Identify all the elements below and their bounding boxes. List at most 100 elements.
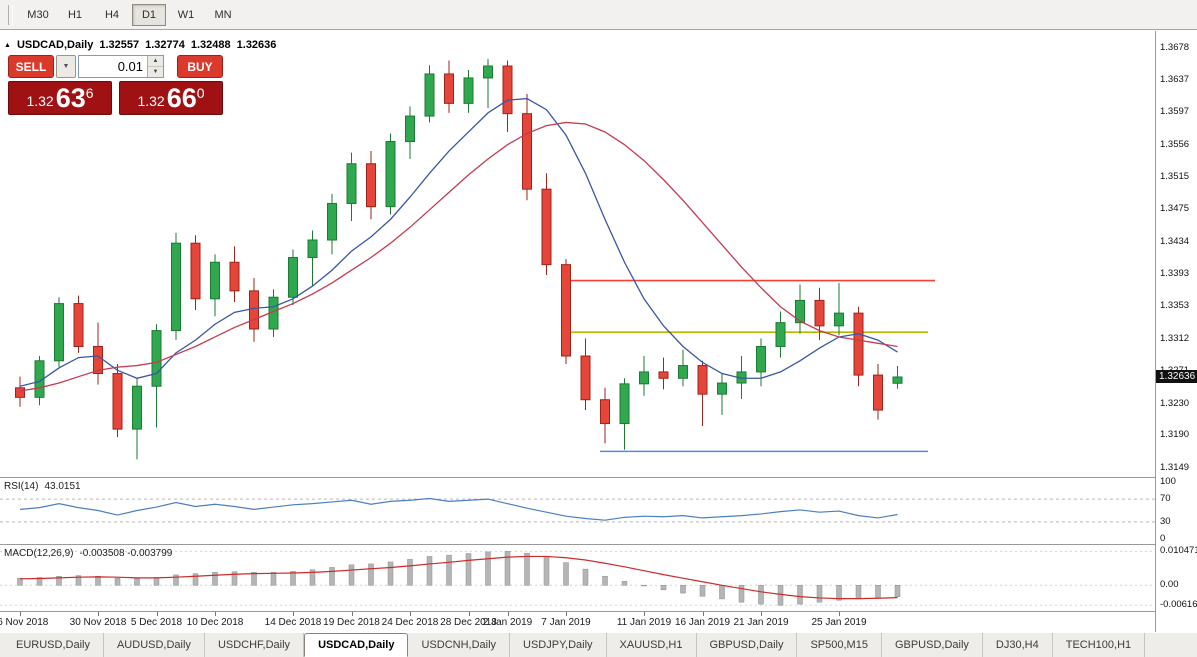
timeframe-button-h4[interactable]: H4 (104, 8, 120, 21)
chart-tab-xauusd-h1[interactable]: XAUUSD,H1 (607, 633, 697, 657)
date-axis-label: 5 Dec 2018 (130, 617, 183, 628)
price-axis-label: 1.3149 (1160, 462, 1190, 474)
price-axis-label: 1.3353 (1160, 299, 1190, 311)
date-axis-label: 28 Dec 2018 (440, 617, 497, 628)
date-tick (156, 612, 158, 616)
price-axis-label: 1.3556 (1160, 138, 1190, 150)
timeframe-button-h1[interactable]: H1 (67, 8, 83, 21)
price-axis-label: 1.3678 (1160, 41, 1190, 53)
toolbar-grip[interactable] (8, 4, 13, 25)
date-axis-label: 24 Dec 2018 (381, 617, 439, 628)
chart-tab-usdcad-daily[interactable]: USDCAD,Daily (304, 633, 409, 657)
date-axis-label: 7 Jan 2019 (541, 617, 591, 628)
date-tick (98, 612, 99, 616)
price-axis-label: 1.3312 (1160, 332, 1190, 344)
date-axis-label: 14 Dec 2018 (264, 617, 322, 628)
lot-increase-button[interactable]: ▲ (148, 56, 163, 67)
price-axis-label: 1.3637 (1160, 74, 1190, 86)
macd-panel-label: MACD(12,26,9) -0.003508 -0.003799 (4, 548, 172, 559)
chart-tab-dj30-h4[interactable]: DJ30,H4 (983, 633, 1053, 657)
lot-size-field[interactable]: 0.01 ▲ ▼ (78, 55, 164, 78)
macd-indicator-canvas[interactable] (0, 546, 1155, 611)
price-axis-label: 1.3434 (1160, 235, 1190, 247)
panel-splitter[interactable] (0, 544, 1197, 545)
current-price-badge: 1.32636 (1156, 369, 1197, 383)
price-axis[interactable]: 1.3678 1.3637 1.3597 1.3556 1.3515 1.3475 1.34… (1156, 31, 1197, 632)
chevron-down-icon: ▼ (62, 63, 70, 70)
chart-tab-gbpusd-daily[interactable]: GBPUSD,Daily (882, 633, 983, 657)
sell-price-display[interactable]: 1.32 63 6 (8, 81, 112, 115)
symbol-name: USDCAD,Daily (16, 39, 94, 51)
collapse-indicator-icon[interactable]: ▲ (4, 41, 11, 49)
buy-price-point: 0 (196, 85, 205, 101)
date-tick (468, 612, 470, 616)
bar-low-value: 1.32488 (190, 39, 231, 51)
lot-dropdown-button[interactable]: ▼ (56, 55, 76, 78)
date-tick (761, 612, 762, 616)
buy-price-pips: 66 (166, 83, 197, 113)
date-tick (20, 612, 21, 616)
rsi-indicator-canvas[interactable] (0, 479, 1155, 544)
panel-splitter[interactable] (0, 611, 1197, 612)
one-click-trading-panel: SELL ▼ 0.01 ▲ ▼ BUY 1.32 63 6 1.32 66 0 (8, 55, 223, 115)
price-chart-canvas[interactable] (0, 38, 1155, 477)
timeframe-button-m30[interactable]: M30 (27, 8, 49, 21)
buy-price-display[interactable]: 1.32 66 0 (119, 81, 223, 115)
rsi-value: 43.0151 (44, 481, 81, 492)
date-tick (215, 612, 216, 616)
price-axis-label: 1.3475 (1160, 203, 1190, 215)
date-tick (410, 612, 411, 616)
chart-tab-gbpusd-daily[interactable]: GBPUSD,Daily (697, 633, 798, 657)
lot-size-value: 0.01 (117, 59, 143, 74)
price-axis-label: 1.3515 (1160, 171, 1190, 183)
date-tick (507, 612, 509, 616)
chart-tab-bar: EURUSD,Daily AUDUSD,Daily USDCHF,Daily USDC… (0, 633, 1197, 657)
lot-decrease-button[interactable]: ▼ (148, 67, 163, 77)
chart-tab-tech100-h1[interactable]: TECH100,H1 (1053, 633, 1146, 657)
date-axis-label: 26 Nov 2018 (0, 617, 49, 628)
timeframe-buttons: M30 H1 H4 D1 W1 MN (21, 3, 240, 26)
bar-high-value: 1.32774 (145, 39, 185, 51)
sell-button[interactable]: SELL (8, 55, 54, 78)
timeframe-button-mn[interactable]: MN (214, 8, 232, 21)
timeframe-button-d1[interactable]: D1 (132, 3, 166, 26)
sell-price-figure: 1.32 (26, 93, 54, 109)
date-tick (293, 612, 294, 616)
macd-axis-label: -0.006164 (1160, 599, 1197, 611)
macd-axis-label: 0.00 (1160, 579, 1179, 591)
chart-tab-usdcnh-daily[interactable]: USDCNH,Daily (408, 633, 511, 657)
bar-open-value: 1.32557 (99, 39, 140, 51)
price-axis-label: 1.3230 (1160, 397, 1190, 409)
date-axis-label: 10 Dec 2018 (186, 617, 244, 628)
date-tick (351, 612, 353, 616)
panel-splitter[interactable] (0, 477, 1197, 478)
sell-price-pips: 63 (55, 83, 86, 113)
timeframe-toolbar: M30 H1 H4 D1 W1 MN (0, 0, 1197, 30)
date-axis-label: 16 Jan 2019 (674, 617, 731, 628)
chart-tab-usdjpy-daily[interactable]: USDJPY,Daily (510, 633, 607, 657)
lot-spinner: ▲ ▼ (147, 56, 163, 77)
macd-axis-label: 0.010471 (1160, 545, 1197, 557)
rsi-axis-label: 100 (1160, 476, 1176, 487)
rsi-axis-label: 30 (1160, 515, 1171, 527)
chart-tab-sp500-m15[interactable]: SP500,M15 (797, 633, 882, 657)
macd-values: -0.003508 -0.003799 (79, 548, 173, 559)
date-tick (702, 612, 704, 616)
buy-button[interactable]: BUY (177, 55, 223, 78)
chart-tab-eurusd-daily[interactable]: EURUSD,Daily (3, 633, 104, 657)
chart-tab-usdchf-daily[interactable]: USDCHF,Daily (205, 633, 305, 657)
sell-price-point: 6 (85, 85, 94, 101)
date-axis-label: 2 Jan 2019 (482, 617, 533, 628)
rsi-axis-label: 0 (1160, 533, 1166, 544)
date-tick (566, 612, 567, 616)
rsi-axis-label: 70 (1160, 493, 1171, 505)
buy-price-figure: 1.32 (137, 93, 165, 109)
date-axis-label: 30 Nov 2018 (69, 617, 127, 628)
timeframe-button-w1[interactable]: W1 (177, 8, 195, 21)
chart-tab-audusd-daily[interactable]: AUDUSD,Daily (104, 633, 205, 657)
price-axis-label: 1.3190 (1160, 429, 1190, 441)
rsi-name: RSI(14) (4, 481, 39, 492)
date-axis-label: 19 Dec 2018 (323, 617, 380, 628)
